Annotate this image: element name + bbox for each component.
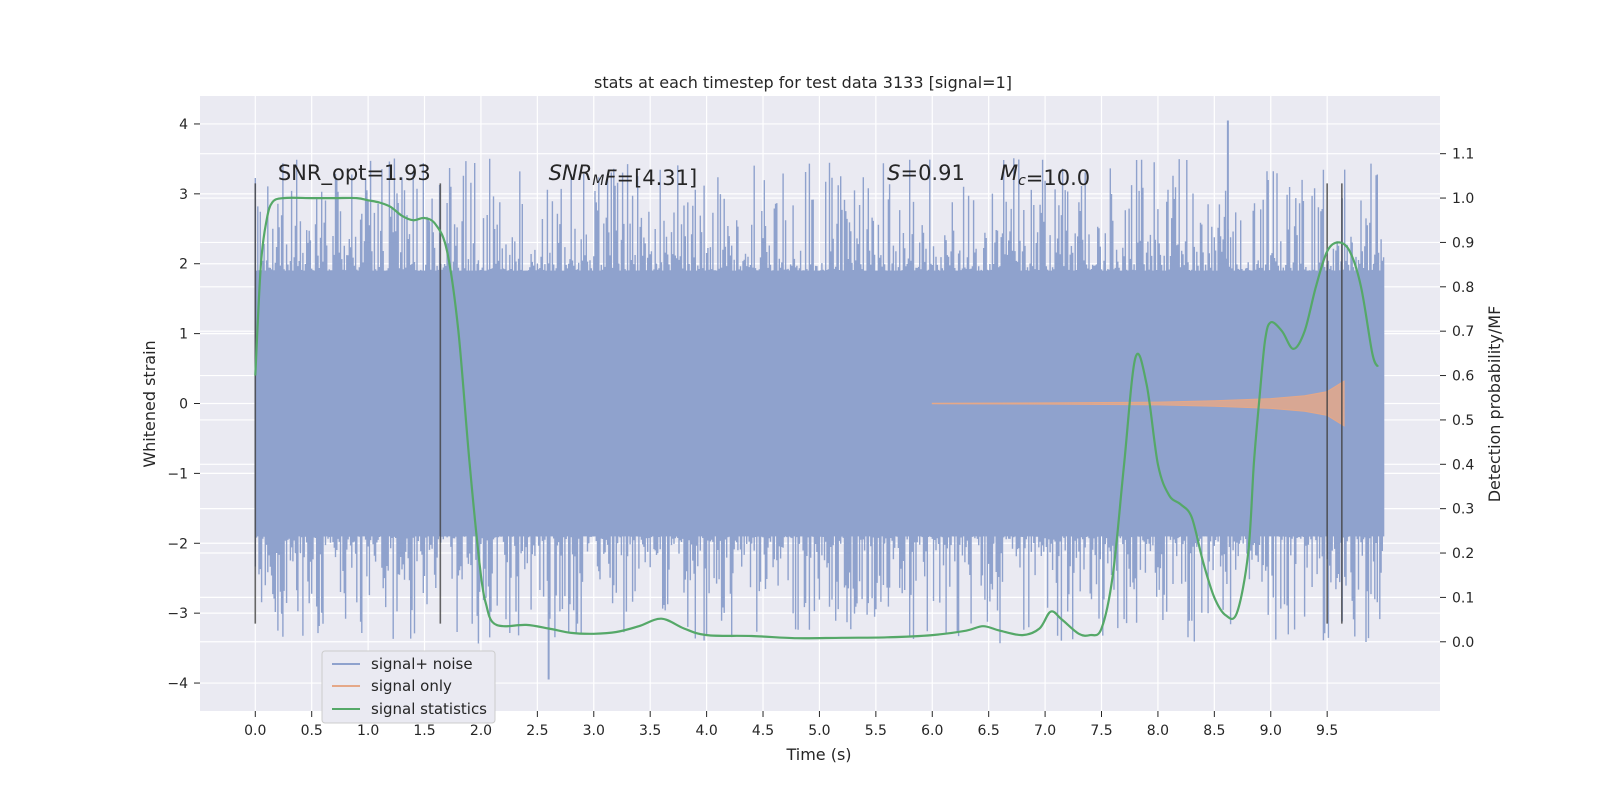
x-tick-label: 3.0 [583, 723, 605, 739]
x-tick-label: 8.0 [1147, 723, 1169, 739]
x-axis-ticks: 0.0 0.5 1.0 1.5 2.0 2.5 3.0 3.5 4.0 4.5 5.0 5.5 6.0 6… [244, 711, 1338, 739]
y2-tick-label: 0.7 [1452, 324, 1474, 340]
x-tick-label: 7.0 [1034, 723, 1056, 739]
y-tick-label: −2 [167, 536, 188, 552]
annotation-text: SNRMF=[4.31] [549, 161, 698, 190]
y-tick-label: −4 [167, 676, 188, 692]
signal-only-envelope [931, 380, 1345, 427]
annotation-part: F [604, 166, 617, 190]
legend-box [321, 650, 496, 724]
x-tick-label: 2.0 [470, 723, 492, 739]
y-tick-label: −1 [167, 466, 188, 482]
y-tick-label: −3 [167, 606, 188, 622]
vertical-markers [254, 183, 1343, 624]
legend-label-signal-only: signal only [371, 677, 452, 695]
y2-tick-label: 1.0 [1452, 191, 1474, 207]
y-tick-label: 2 [179, 257, 188, 273]
annotation-part: =0.91 [900, 161, 964, 185]
y-tick-label: 1 [179, 327, 188, 343]
x-tick-label: 9.5 [1316, 723, 1338, 739]
annotation-part: SNR_opt=1.93 [278, 161, 431, 186]
y2-tick-label: 0.8 [1452, 280, 1474, 296]
x-tick-label: 4.0 [695, 723, 717, 739]
signal-statistics-line [254, 196, 1379, 640]
annotation-part: =10.0 [1026, 166, 1090, 190]
y2-tick-label: 0.5 [1452, 413, 1474, 429]
signal-statistics-series [254, 196, 1379, 640]
x-tick-label: 2.5 [526, 723, 548, 739]
x-tick-label: 5.0 [808, 723, 830, 739]
annotation-part: c [1018, 173, 1026, 189]
legend-label-signal-statistics: signal statistics [371, 700, 487, 718]
x-axis-label: Time (s) [785, 745, 851, 764]
annotation-part: =[4.31] [616, 166, 697, 190]
y-tick-label: 0 [179, 397, 188, 413]
legend: signal+ noise signal only signal statist… [321, 650, 496, 724]
y2-tick-label: 0.3 [1452, 502, 1474, 518]
annotation-part: M [1000, 161, 1018, 185]
x-tick-label: 4.5 [752, 723, 774, 739]
chart-title: stats at each timestep for test data 313… [594, 73, 1012, 92]
x-tick-label: 6.5 [978, 723, 1000, 739]
x-tick-label: 9.0 [1260, 723, 1282, 739]
x-tick-label: 8.5 [1203, 723, 1225, 739]
annotation-part: M [592, 173, 604, 189]
y2-axis-label: Detection probability/MF [1485, 306, 1504, 503]
x-tick-label: 0.5 [301, 723, 323, 739]
annotation-part: SNR [549, 161, 593, 185]
legend-label-signal-noise: signal+ noise [371, 655, 473, 673]
y-axis-label: Whitened strain [140, 340, 159, 467]
y2-tick-label: 0.6 [1452, 369, 1474, 385]
signal-only-series [931, 380, 1345, 427]
y-tick-label: 4 [179, 117, 188, 133]
y2-tick-label: 1.1 [1452, 147, 1474, 163]
x-tick-label: 5.5 [865, 723, 887, 739]
y2-tick-label: 0.1 [1452, 590, 1474, 606]
x-tick-label: 7.5 [1090, 723, 1112, 739]
y-axis-ticks: 4 3 2 1 0 −1 −2 −3 −4 [167, 117, 200, 692]
y2-tick-label: 0.9 [1452, 235, 1474, 251]
x-tick-label: 6.0 [921, 723, 943, 739]
x-tick-label: 1.0 [357, 723, 379, 739]
x-tick-label: 3.5 [639, 723, 661, 739]
x-tick-label: 1.5 [413, 723, 435, 739]
y2-axis-ticks: 1.1 1.0 0.9 0.8 0.7 0.6 0.5 0.4 0.3 0.2 0.1 0.0 [1440, 147, 1474, 651]
y2-tick-label: 0.0 [1452, 635, 1474, 651]
annotation-part: S [887, 161, 900, 185]
annotation-text: S=0.91 [887, 161, 965, 185]
annotations: SNR_opt=1.93 SNRMF=[4.31] S=0.91 Mc=10.0 [278, 161, 1090, 190]
y-tick-label: 3 [179, 187, 188, 203]
x-tick-label: 0.0 [244, 723, 266, 739]
y2-tick-label: 0.4 [1452, 457, 1474, 473]
y2-tick-label: 0.2 [1452, 546, 1474, 562]
annotation-text: Mc=10.0 [1000, 161, 1090, 190]
annotation-text: SNR_opt=1.93 [278, 161, 431, 186]
